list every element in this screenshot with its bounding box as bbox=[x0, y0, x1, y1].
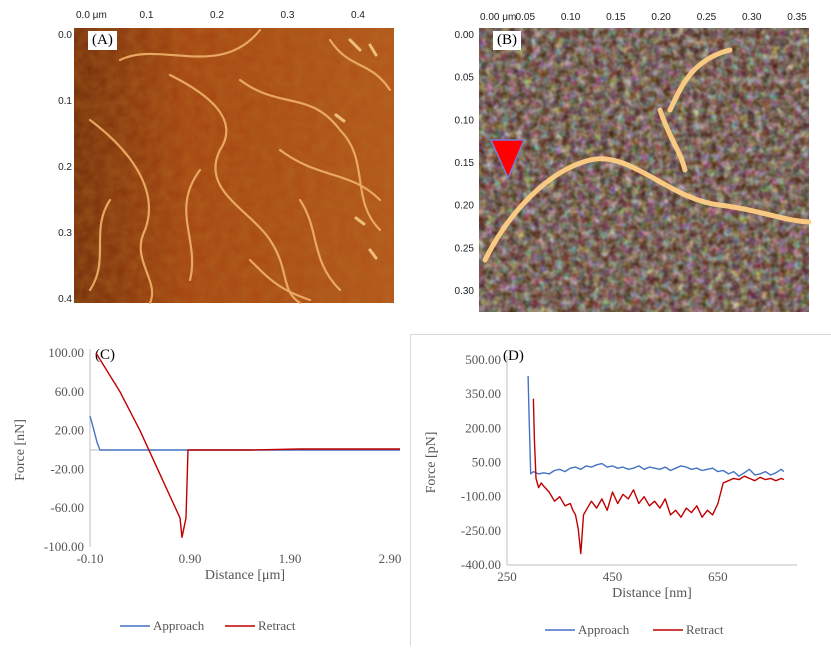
y-tick-label: 0.20 bbox=[455, 201, 475, 212]
afm-panel-a: 0.0 μm 0.1 0.2 0.3 0.4 0.0 0.1 0.2 0.3 0.4 (A) bbox=[50, 0, 400, 320]
x-tick-label: 0.10 bbox=[561, 12, 581, 23]
series-line-retract bbox=[95, 352, 400, 539]
afm-image-a-frame: 0.0 μm 0.1 0.2 0.3 0.4 0.0 0.1 0.2 0.3 0.4 bbox=[58, 10, 394, 305]
y-tick-label: -100.00 bbox=[461, 489, 501, 504]
chart-panel-d: (D) 500.00 350.00 200.00 50.00 -100.00 -250.00… bbox=[411, 335, 831, 647]
y-tick-label: -20.00 bbox=[50, 461, 84, 476]
x-tick-label: 450 bbox=[603, 569, 623, 584]
afm-b-x-ticks: 0.00 μm 0.05 0.10 0.15 0.20 0.25 0.30 0.35 bbox=[480, 12, 807, 23]
chart-panel-c: (C) 100.00 60.00 20.00 -20.00 -60.00 -100.00 -0… bbox=[0, 333, 408, 647]
y-tick-label: 20.00 bbox=[55, 423, 84, 438]
x-tick-label: 0.35 bbox=[787, 12, 807, 23]
x-tick-label: 650 bbox=[708, 569, 728, 584]
series-line-approach bbox=[89, 415, 400, 451]
force-chart-d: (D)500.00 350.00 200.00 50.00 -100.00 -250.00… bbox=[424, 348, 797, 637]
y-tick-label: 0.05 bbox=[455, 73, 475, 84]
x-tick-label: 0.25 bbox=[697, 12, 717, 23]
x-tick-label: 0.2 bbox=[210, 10, 224, 21]
afm-b-y-ticks: 0.00 0.05 0.10 0.15 0.20 0.25 0.30 bbox=[455, 30, 475, 297]
panel-divider bbox=[410, 334, 411, 646]
y-tick-label: -60.00 bbox=[50, 500, 84, 515]
legend-label: Approach bbox=[578, 622, 630, 637]
x-tick-label: 0.1 bbox=[140, 10, 154, 21]
x-tick-label: 1.90 bbox=[279, 551, 302, 566]
legend-label: Retract bbox=[258, 618, 296, 633]
y-tick-label: 350.00 bbox=[465, 386, 501, 401]
force-chart-c: (C)100.0060.0020.00-20.00-60.00-100.00-0… bbox=[13, 345, 402, 633]
panel-label-b: (B) bbox=[493, 31, 521, 50]
y-tick-label: -400.00 bbox=[461, 557, 501, 572]
y-tick-label: 0.0 bbox=[58, 30, 72, 41]
x-tick-label: 0.05 bbox=[516, 12, 536, 23]
panel-label: (D) bbox=[503, 348, 524, 364]
x-tick-label: 0.90 bbox=[179, 551, 202, 566]
y-tick-label: 0.2 bbox=[58, 162, 72, 173]
dna-strands-a bbox=[88, 28, 392, 305]
x-tick-label: 0.30 bbox=[742, 12, 762, 23]
y-tick-label: 0.25 bbox=[455, 243, 475, 254]
afm-panel-b: 0.00 μm 0.05 0.10 0.15 0.20 0.25 0.30 0.35 0.00… bbox=[440, 0, 831, 320]
marker-arrow-icon bbox=[489, 139, 526, 180]
afm-a-x-ticks: 0.0 μm 0.1 0.2 0.3 0.4 bbox=[76, 10, 365, 21]
panel-label-a: (A) bbox=[88, 31, 117, 50]
y-tick-label: 0.1 bbox=[58, 96, 72, 107]
y-tick-label: 100.00 bbox=[48, 345, 84, 360]
x-tick-label: 0.15 bbox=[606, 12, 626, 23]
x-tick-label: 0.00 μm bbox=[480, 12, 516, 23]
panel-divider-top bbox=[410, 334, 831, 335]
x-axis-title: Distance [μm] bbox=[205, 568, 285, 583]
legend-label: Retract bbox=[686, 622, 724, 637]
dna-strand-b bbox=[482, 47, 812, 263]
y-tick-label: 0.3 bbox=[58, 228, 72, 239]
y-tick-label: -250.00 bbox=[461, 523, 501, 538]
y-tick-label: 0.30 bbox=[455, 286, 475, 297]
y-axis-title: Force [pN] bbox=[424, 432, 439, 494]
x-tick-label: 0.3 bbox=[281, 10, 295, 21]
y-tick-label: -100.00 bbox=[44, 539, 84, 554]
y-tick-label: 500.00 bbox=[465, 352, 501, 367]
y-tick-label: 0.15 bbox=[455, 158, 475, 169]
x-tick-label: 0.20 bbox=[651, 12, 671, 23]
legend-label: Approach bbox=[153, 618, 205, 633]
y-tick-label: 200.00 bbox=[465, 420, 501, 435]
y-tick-label: 0.00 bbox=[455, 30, 475, 41]
x-tick-label: -0.10 bbox=[76, 551, 103, 566]
afm-a-y-ticks: 0.0 0.1 0.2 0.3 0.4 bbox=[58, 30, 72, 305]
x-tick-label: 250 bbox=[497, 569, 517, 584]
y-tick-label: 50.00 bbox=[472, 455, 501, 470]
x-tick-label: 2.90 bbox=[379, 551, 402, 566]
afm-image-b-frame: 0.00 μm 0.05 0.10 0.15 0.20 0.25 0.30 0.35 0.00… bbox=[455, 12, 812, 312]
y-tick-label: 0.4 bbox=[58, 294, 72, 305]
x-tick-label: 0.4 bbox=[351, 10, 365, 21]
y-tick-label: 60.00 bbox=[55, 384, 84, 399]
y-tick-label: 0.10 bbox=[455, 115, 475, 126]
series-line-approach bbox=[527, 375, 785, 477]
y-axis-title: Force [nN] bbox=[13, 419, 28, 481]
x-axis-title: Distance [nm] bbox=[612, 586, 692, 601]
series-line-retract bbox=[532, 398, 785, 555]
x-tick-label: 0.0 μm bbox=[76, 10, 107, 21]
